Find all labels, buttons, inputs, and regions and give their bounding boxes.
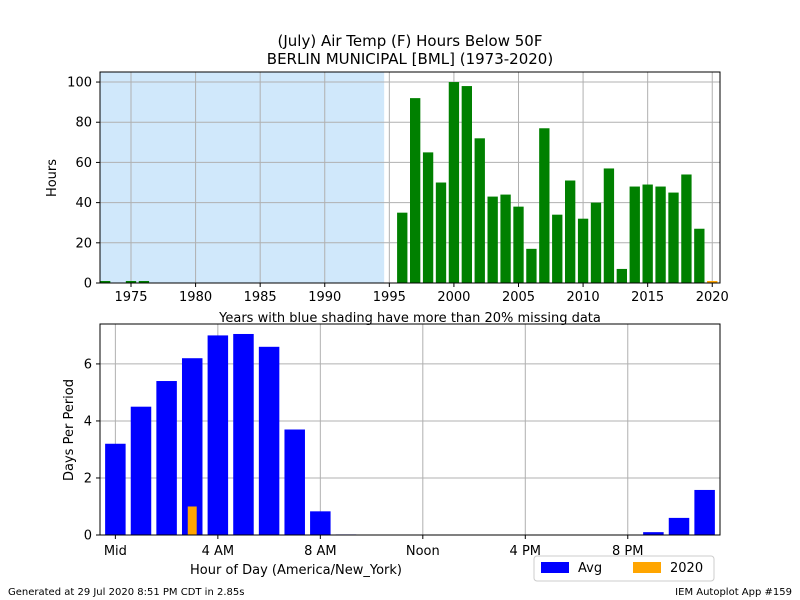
top-x-tick-label: 1980: [179, 290, 212, 305]
year-bar: [707, 280, 718, 283]
chart-title-line1: (July) Air Temp (F) Hours Below 50F: [278, 32, 543, 50]
top-y-tick-label: 80: [75, 116, 92, 131]
top-x-tick-label: 1985: [244, 290, 277, 305]
bottom-x-tick-label: Mid: [104, 544, 127, 559]
bottom-chart: Mid 4 AM 8 AM Noon 4 PM 8 PM 0 2 4 6 Days Per Per…: [62, 323, 721, 578]
year-bar: [590, 202, 602, 283]
year-bar: [487, 196, 498, 283]
avg-hour-bar: [181, 358, 203, 535]
bottom-x-tick-label: 4 AM: [202, 544, 235, 559]
legend-frame: [533, 555, 715, 582]
year-bar: [655, 186, 666, 283]
year-bar: [629, 186, 640, 283]
avg-hour-bar: [310, 511, 331, 535]
bottom-y-tick-label: 6: [84, 357, 92, 372]
top-x-tick-label: 1990: [308, 290, 341, 305]
top-bars: [100, 82, 718, 283]
year-bar: [668, 192, 679, 283]
avg-hour-bar: [643, 532, 664, 535]
missing-data-note: Years with blue shading have more than 2…: [218, 311, 601, 326]
year-bar: [100, 280, 111, 283]
legend-swatch-avg: [541, 562, 569, 573]
avg-hour-bar: [156, 381, 177, 535]
legend-label-avg: Avg: [578, 561, 602, 576]
avg-hour-bar: [694, 489, 715, 535]
top-y-tick-label: 40: [75, 196, 92, 211]
top-y-tick-label: 20: [75, 236, 92, 251]
top-x-tick-label: 2005: [502, 290, 535, 305]
top-y-axis-label: Hours: [45, 159, 60, 197]
year-bar: [422, 152, 434, 283]
avg-hour-bar: [668, 517, 690, 535]
bottom-y-tick-label: 4: [84, 414, 92, 429]
avg-hour-bar: [207, 335, 229, 535]
bottom-x-tick-label: Noon: [406, 544, 440, 559]
year-bar: [565, 180, 576, 283]
avg-hour-bar: [105, 443, 126, 535]
legend-label-2020: 2020: [670, 561, 703, 576]
year-bar: [435, 182, 447, 283]
year-bar: [500, 194, 511, 283]
year-bar: [474, 138, 485, 283]
year-bar: [397, 212, 408, 283]
year-bar: [461, 86, 472, 283]
bottom-y-tick-label: 0: [84, 529, 92, 544]
chart-title-line2: BERLIN MUNICIPAL [BML] (1973-2020): [267, 50, 553, 68]
year-bar: [681, 174, 692, 283]
top-chart: 1975 1980 1985 1990 1995 2000 2005 2010 2015 2020…: [45, 71, 729, 305]
avg-hour-bar: [233, 333, 254, 535]
top-x-tick-label: 2015: [631, 290, 664, 305]
bottom-x-axis-label: Hour of Day (America/New_York): [190, 563, 402, 578]
top-y-tick-label: 60: [75, 156, 92, 171]
year-bar: [603, 168, 615, 283]
bottom-y-tick-label: 2: [84, 471, 92, 486]
year-bar: [513, 206, 524, 283]
legend-swatch-2020: [633, 562, 661, 573]
top-x-tick-label: 1995: [373, 290, 406, 305]
year-bar: [577, 218, 589, 283]
missing-data-shading: [100, 72, 385, 283]
year-bar: [448, 82, 460, 283]
year-bar: [642, 184, 653, 283]
avg-hour-bar: [284, 429, 305, 535]
bottom-x-tick-label: 4 PM: [510, 544, 541, 559]
bottom-plot-frame: [99, 323, 721, 536]
year-bar: [125, 280, 137, 283]
current-year-hour-bar: [187, 506, 197, 535]
avg-hour-bar: [258, 346, 280, 535]
year-bar: [552, 214, 563, 283]
bottom-x-tick-label: 8 PM: [612, 544, 643, 559]
bottom-axis-ticks: Mid 4 AM 8 AM Noon 4 PM 8 PM 0 2 4 6: [84, 357, 644, 559]
top-y-tick-label: 0: [84, 277, 92, 292]
avg-hour-bar: [130, 406, 152, 535]
bottom-y-axis-label: Days Per Period: [62, 379, 77, 481]
bottom-bars: [105, 333, 715, 535]
top-plot-frame: [99, 71, 721, 284]
year-bar: [616, 268, 627, 283]
legend: Avg 2020: [533, 555, 715, 582]
year-bar: [539, 128, 550, 283]
top-x-tick-label: 2000: [437, 290, 470, 305]
year-bar: [410, 98, 421, 283]
top-x-tick-label: 1975: [114, 290, 147, 305]
top-axis-ticks: 1975 1980 1985 1990 1995 2000 2005 2010 2015 2020…: [67, 76, 729, 305]
year-bar: [526, 248, 537, 283]
year-bar: [138, 280, 150, 283]
bottom-gridlines: [100, 324, 720, 536]
year-bar: [694, 228, 705, 283]
top-x-tick-label: 2010: [567, 290, 600, 305]
top-x-tick-label: 2020: [696, 290, 729, 305]
top-y-tick-label: 100: [67, 76, 92, 91]
bottom-x-tick-label: 8 AM: [304, 544, 337, 559]
footer-app-id: IEM Autoplot App #159: [675, 587, 792, 598]
footer-generated: Generated at 29 Jul 2020 8:51 PM CDT in …: [8, 587, 244, 598]
